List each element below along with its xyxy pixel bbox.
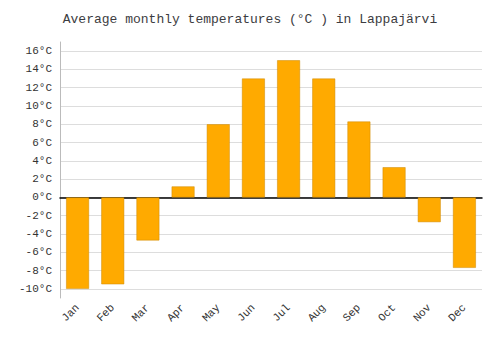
svg-text:2°C: 2°C (32, 173, 52, 185)
svg-text:-10°C: -10°C (19, 283, 52, 295)
svg-text:10°C: 10°C (26, 100, 53, 112)
svg-text:Nov: Nov (411, 301, 434, 324)
svg-text:Mar: Mar (130, 302, 152, 324)
svg-text:Feb: Feb (95, 302, 117, 324)
svg-text:14°C: 14°C (26, 63, 53, 75)
svg-text:-6°C: -6°C (26, 246, 53, 258)
svg-text:Sep: Sep (341, 302, 363, 324)
svg-text:8°C: 8°C (32, 118, 52, 130)
svg-text:Apr: Apr (165, 302, 187, 324)
svg-text:Average monthly temperatures (: Average monthly temperatures (°C ) in La… (63, 12, 438, 27)
svg-text:May: May (200, 301, 223, 324)
svg-text:12°C: 12°C (26, 82, 53, 94)
svg-text:Oct: Oct (376, 302, 398, 324)
svg-text:-2°C: -2°C (26, 210, 53, 222)
svg-text:6°C: 6°C (32, 137, 52, 149)
svg-text:4°C: 4°C (32, 155, 52, 167)
svg-text:Aug: Aug (306, 302, 328, 324)
svg-text:-8°C: -8°C (26, 265, 53, 277)
svg-text:Dec: Dec (446, 302, 468, 324)
svg-text:16°C: 16°C (26, 45, 53, 57)
svg-text:Jul: Jul (270, 302, 292, 324)
svg-text:-4°C: -4°C (26, 228, 53, 240)
svg-text:Jan: Jan (59, 302, 81, 324)
svg-text:Jun: Jun (235, 302, 257, 324)
svg-text:0°C: 0°C (32, 191, 52, 203)
